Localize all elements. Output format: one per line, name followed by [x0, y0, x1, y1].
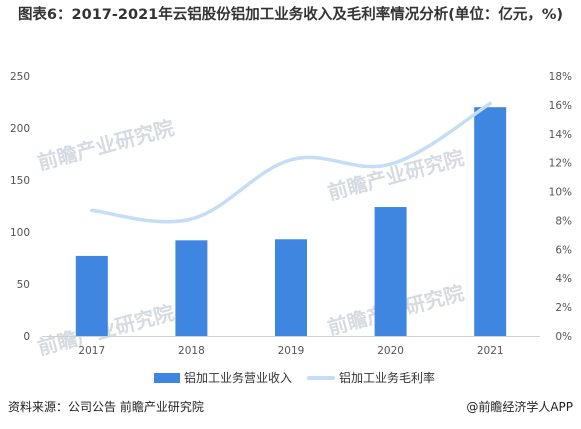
- source-note: 资料来源：公司公告 前瞻产业研究院: [8, 400, 204, 414]
- legend-label-margin: 铝加工业务毛利率: [339, 371, 436, 385]
- right-tick-label: 16%: [549, 100, 572, 112]
- left-tick-label: 250: [10, 71, 30, 83]
- x-tick-label: 2020: [377, 345, 404, 357]
- legend-label-revenue: 铝加工业务营业收入: [184, 371, 293, 385]
- bar-series: [75, 107, 507, 336]
- bar-2019: [275, 239, 307, 336]
- right-tick-label: 4%: [555, 273, 572, 285]
- right-tick-label: 12%: [549, 158, 572, 170]
- legend-swatch-line: [307, 375, 335, 380]
- bar-2017: [75, 255, 108, 336]
- right-tick-label: 8%: [555, 215, 572, 227]
- bar-2020: [374, 207, 407, 336]
- right-tick-label: 6%: [555, 244, 572, 256]
- x-tick-label: 2019: [278, 345, 305, 357]
- legend-swatch-bar: [154, 372, 180, 383]
- credit-note: @前瞻经济学人APP: [466, 400, 573, 414]
- legend: 铝加工业务营业收入 铝加工业务毛利率: [0, 369, 581, 387]
- x-tick-label: 2021: [477, 345, 504, 357]
- footer: 资料来源：公司公告 前瞻产业研究院 @前瞻经济学人APP: [8, 398, 573, 418]
- left-tick-label: 100: [10, 227, 30, 239]
- left-axis: 0 50 100 150 200 250: [10, 71, 30, 343]
- left-tick-label: 200: [10, 123, 30, 135]
- right-tick-label: 0%: [555, 331, 572, 343]
- left-tick-label: 50: [17, 279, 30, 291]
- chart-title: 图表6：2017-2021年云铝股份铝加工业务收入及毛利率情况分析(单位：亿元，…: [17, 7, 564, 23]
- x-tick-label: 2017: [78, 345, 105, 357]
- right-tick-label: 18%: [549, 71, 572, 83]
- legend-item-revenue: 铝加工业务营业收入: [154, 369, 292, 386]
- bar-2021: [474, 107, 507, 336]
- x-tick-label: 2018: [178, 345, 205, 357]
- x-axis-ticks: 2017 2018 2019 2020 2021: [78, 345, 503, 357]
- left-tick-label: 150: [10, 175, 30, 187]
- right-axis: 0% 2% 4% 6% 8% 10% 12% 14% 16% 18%: [549, 71, 572, 343]
- right-tick-label: 2%: [555, 302, 572, 314]
- watermark-text: 前瞻产业研究院: [325, 145, 466, 204]
- line-series: [90, 101, 492, 224]
- legend-item-margin: 铝加工业务毛利率: [307, 369, 435, 386]
- left-tick-label: 0: [23, 331, 30, 343]
- right-tick-label: 10%: [549, 187, 572, 199]
- bar-2018: [175, 240, 208, 336]
- watermark-text: 前瞻产业研究院: [35, 115, 176, 174]
- right-tick-label: 14%: [549, 129, 572, 141]
